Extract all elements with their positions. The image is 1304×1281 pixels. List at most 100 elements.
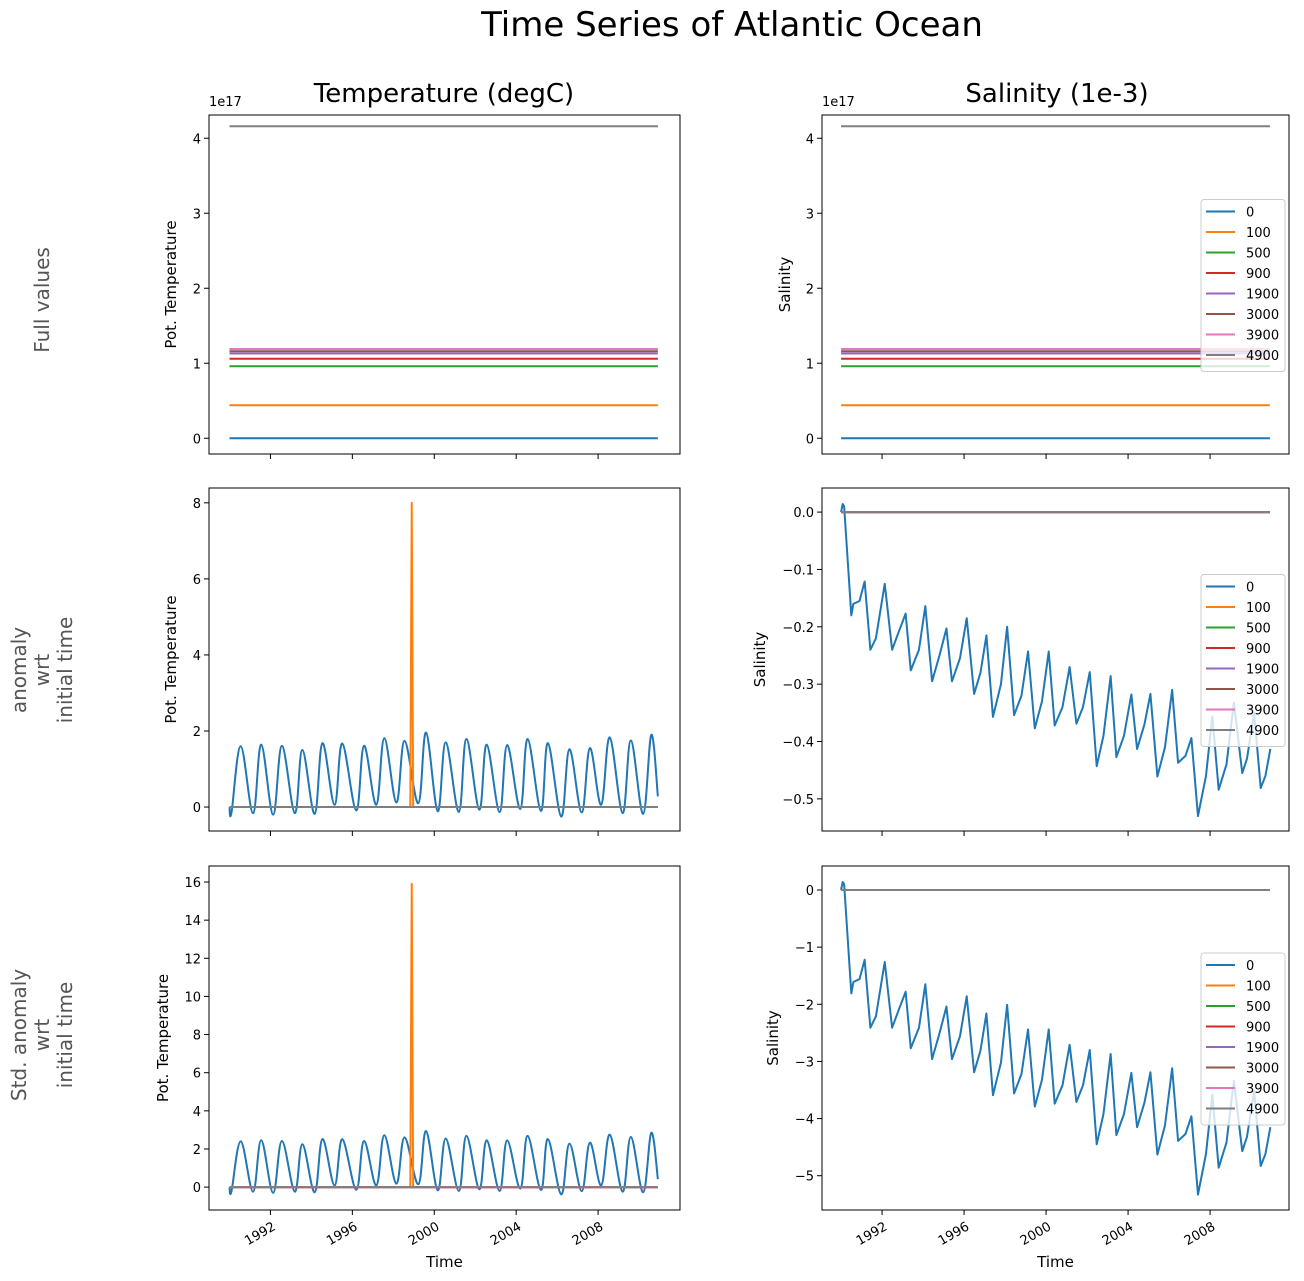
panel-r1-c1: 0.0 −0.1 −0.2 −0.3 −0.4 −0.5 Salinity 0 100 500 90… bbox=[751, 487, 1290, 836]
y-tick-label: −0.2 bbox=[782, 621, 814, 636]
legend: 0 100 500 900 1900 3000 3900 4900 bbox=[1200, 574, 1286, 747]
y-tick-label: 3 bbox=[806, 207, 814, 222]
legend-box bbox=[1200, 199, 1286, 372]
row-label-line: wrt bbox=[30, 1019, 54, 1052]
y-tick-label: 10 bbox=[184, 990, 201, 1005]
legend-label-100: 100 bbox=[1246, 980, 1271, 995]
y-axis-label: Pot. Temperature bbox=[162, 595, 180, 723]
y-tick-label: 12 bbox=[184, 952, 201, 967]
y-tick-label: 14 bbox=[184, 914, 201, 929]
legend-label-3000: 3000 bbox=[1246, 1062, 1279, 1077]
legend-label-500: 500 bbox=[1246, 1000, 1271, 1015]
panel-r0-c1: 0 1 2 3 4 1e17 Salinity 0 100 500 900 1900 3000 3900 4… bbox=[776, 95, 1290, 459]
y-tick-label: 4 bbox=[193, 1105, 201, 1120]
legend-label-100: 100 bbox=[1246, 601, 1271, 616]
y-axis-label: Pot. Temperature bbox=[162, 220, 180, 348]
suptitle: Time Series of Atlantic Ocean bbox=[480, 5, 983, 45]
legend-label-0: 0 bbox=[1246, 959, 1254, 974]
row-label: anomalywrtinitial time bbox=[7, 617, 77, 724]
axes-frame bbox=[208, 114, 681, 455]
row-label-line: Full values bbox=[30, 247, 54, 353]
y-tick-label: −0.3 bbox=[782, 678, 814, 693]
y-axis-label: Salinity bbox=[764, 1010, 782, 1066]
legend-label-500: 500 bbox=[1246, 247, 1271, 262]
y-tick-label: 4 bbox=[806, 132, 814, 147]
series-line-0 bbox=[228, 1130, 659, 1196]
y-tick-label: 0 bbox=[806, 432, 814, 447]
row-label: Std. anomalywrtinitial time bbox=[7, 969, 77, 1101]
legend-label-1900: 1900 bbox=[1246, 288, 1279, 303]
y-tick-label: 0.0 bbox=[793, 506, 814, 521]
legend-label-4900: 4900 bbox=[1246, 1103, 1279, 1118]
y-tick-label: 6 bbox=[193, 1067, 201, 1082]
legend-label-500: 500 bbox=[1246, 622, 1271, 637]
y-tick-label: −4 bbox=[795, 1113, 814, 1128]
y-tick-label: 2 bbox=[193, 1143, 201, 1158]
y-tick-label: −2 bbox=[795, 998, 814, 1013]
series-group bbox=[228, 882, 659, 1196]
legend: 0 100 500 900 1900 3000 3900 4900 bbox=[1200, 199, 1286, 372]
y-axis-label: Salinity bbox=[776, 257, 794, 313]
y-tick-label: 2 bbox=[806, 282, 814, 297]
axes-frame bbox=[821, 487, 1290, 832]
row-label-line: anomaly bbox=[7, 627, 31, 713]
y-tick-label: 16 bbox=[184, 876, 201, 891]
legend-box bbox=[1200, 574, 1286, 747]
y-tick-label: −5 bbox=[795, 1170, 814, 1185]
legend-label-4900: 4900 bbox=[1246, 349, 1279, 364]
y-tick-label: 0 bbox=[806, 884, 814, 899]
y-offset-text: 1e17 bbox=[209, 95, 242, 110]
y-tick-label: 2 bbox=[193, 282, 201, 297]
series-line-0 bbox=[228, 731, 659, 818]
legend-label-1900: 1900 bbox=[1246, 1041, 1279, 1056]
x-axis-label: Time bbox=[1036, 1253, 1074, 1271]
legend-label-100: 100 bbox=[1246, 226, 1271, 241]
y-tick-label: 3 bbox=[193, 207, 201, 222]
series-group bbox=[229, 125, 658, 440]
series-group bbox=[840, 503, 1272, 818]
series-line-0 bbox=[840, 503, 1272, 818]
legend-box bbox=[1200, 952, 1286, 1126]
panel-r1-c0: 0 2 4 6 8 Pot. Temperature bbox=[162, 487, 681, 836]
legend-label-3900: 3900 bbox=[1246, 329, 1279, 344]
series-group bbox=[841, 125, 1270, 440]
series-group bbox=[228, 501, 659, 818]
axes-frame bbox=[208, 865, 681, 1211]
y-tick-label: 0 bbox=[193, 801, 201, 816]
y-tick-label: 6 bbox=[193, 573, 201, 588]
legend-label-0: 0 bbox=[1246, 206, 1254, 221]
y-offset-text: 1e17 bbox=[822, 95, 855, 110]
legend-label-3000: 3000 bbox=[1246, 308, 1279, 323]
legend-label-4900: 4900 bbox=[1246, 724, 1279, 739]
legend: 0 100 500 900 1900 3000 3900 4900 bbox=[1200, 952, 1286, 1126]
row-label-line: initial time bbox=[53, 617, 77, 724]
y-tick-label: 1 bbox=[806, 357, 814, 372]
column-title-salinity: Salinity (1e-3) bbox=[965, 79, 1148, 109]
row-label-line: initial time bbox=[53, 982, 77, 1089]
legend-label-900: 900 bbox=[1246, 267, 1271, 282]
y-tick-label: 8 bbox=[193, 497, 201, 512]
y-tick-label: 4 bbox=[193, 132, 201, 147]
series-line-0 bbox=[840, 881, 1272, 1196]
axes-frame bbox=[821, 865, 1290, 1211]
legend-label-3900: 3900 bbox=[1246, 704, 1279, 719]
series-group bbox=[840, 881, 1272, 1196]
y-tick-label: −1 bbox=[795, 941, 814, 956]
y-tick-label: 8 bbox=[193, 1029, 201, 1044]
y-axis-label: Pot. Temperature bbox=[154, 974, 172, 1102]
legend-label-1900: 1900 bbox=[1246, 663, 1279, 678]
x-axis-label: Time bbox=[425, 1253, 463, 1271]
panel-r0-c0: 0 1 2 3 4 1e17 Pot. Temperature bbox=[162, 95, 681, 459]
legend-label-3000: 3000 bbox=[1246, 683, 1279, 698]
y-tick-label: 0 bbox=[193, 432, 201, 447]
y-tick-label: −0.4 bbox=[782, 736, 814, 751]
y-tick-label: −3 bbox=[795, 1055, 814, 1070]
row-label-line: Std. anomaly bbox=[7, 969, 31, 1101]
y-axis-label: Salinity bbox=[751, 632, 769, 688]
axes-frame bbox=[208, 487, 681, 832]
legend-label-3900: 3900 bbox=[1246, 1082, 1279, 1097]
y-tick-label: 1 bbox=[193, 357, 201, 372]
y-tick-label: 2 bbox=[193, 725, 201, 740]
